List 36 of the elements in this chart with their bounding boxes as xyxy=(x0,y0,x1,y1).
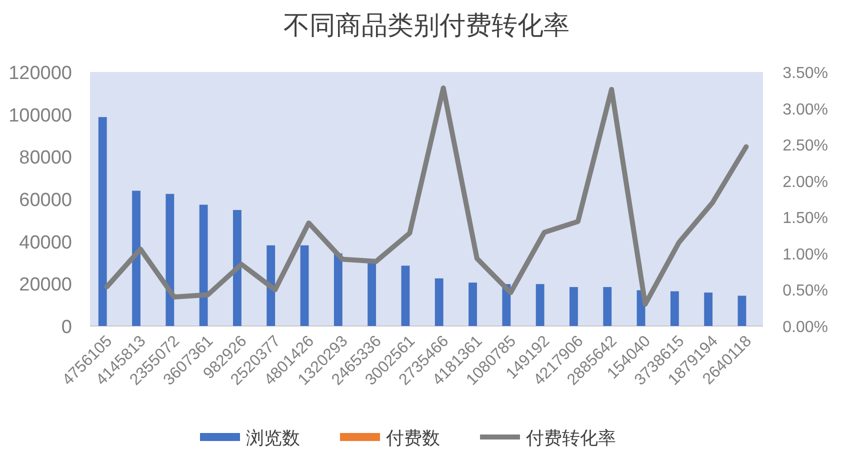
y2-tick-label: 3.50% xyxy=(782,65,828,82)
y2-tick-label: 1.00% xyxy=(782,246,828,264)
legend-label: 付费数 xyxy=(385,428,440,448)
bar xyxy=(266,245,276,326)
y-tick-label: 60000 xyxy=(19,190,72,211)
y2-tick-label: 2.00% xyxy=(782,174,828,191)
y2-tick-label: 2.50% xyxy=(782,138,828,155)
y-tick-label: 100000 xyxy=(8,105,72,126)
bar xyxy=(704,292,713,326)
bar xyxy=(603,287,612,326)
bar xyxy=(536,284,544,326)
bar xyxy=(166,194,174,326)
bar xyxy=(132,190,140,326)
y-tick-label: 120000 xyxy=(8,63,72,84)
y-tick-label: 80000 xyxy=(19,148,72,169)
bar xyxy=(199,204,208,326)
chart-title: 不同商品类别付费转化率 xyxy=(284,10,570,40)
bar xyxy=(434,278,444,326)
legend-label: 付费转化率 xyxy=(525,428,616,448)
y-tick-label: 0 xyxy=(61,317,72,338)
y2-tick-label: 3.00% xyxy=(782,101,828,118)
legend-label: 浏览数 xyxy=(246,428,300,448)
bar xyxy=(233,210,242,326)
bar xyxy=(300,245,309,326)
bar xyxy=(334,253,342,326)
bar xyxy=(738,296,746,326)
bar xyxy=(401,266,410,326)
bar xyxy=(570,287,578,326)
y2-tick-label: 1.50% xyxy=(782,210,828,228)
bar xyxy=(468,282,477,326)
y-tick-label: 20000 xyxy=(19,274,72,296)
bar xyxy=(98,117,107,326)
bar xyxy=(670,291,679,326)
y2-tick-label: 0.50% xyxy=(782,282,828,300)
y2-tick-label: 0.00% xyxy=(782,319,828,336)
y-tick-label: 40000 xyxy=(19,232,72,254)
